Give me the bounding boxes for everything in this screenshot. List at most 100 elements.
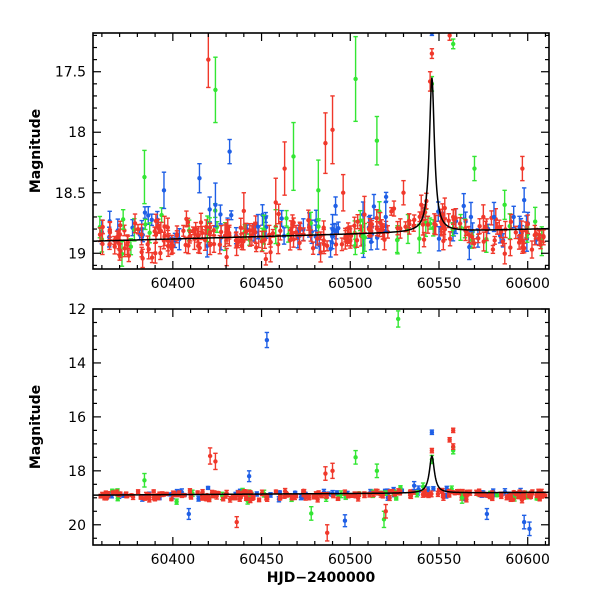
blue-observation <box>461 192 466 219</box>
blue-observation <box>411 480 417 491</box>
green-observation <box>374 115 380 166</box>
red-observation <box>234 515 239 529</box>
red-observation <box>248 497 253 504</box>
red-observation <box>502 242 507 265</box>
red-observation <box>188 231 193 242</box>
blue-observation <box>521 187 527 213</box>
green-observation <box>353 35 358 123</box>
red-observation <box>185 217 191 227</box>
red-observation <box>489 210 494 226</box>
red-observation <box>100 232 105 256</box>
red-observation <box>277 496 283 501</box>
red-observation <box>241 192 247 230</box>
x-tick-label: 60600 <box>505 276 550 292</box>
red-observation <box>270 228 276 238</box>
red-observation <box>450 427 456 434</box>
red-observation <box>420 490 426 498</box>
red-observation <box>330 462 335 480</box>
red-observation <box>276 203 281 225</box>
red-observation <box>162 215 167 238</box>
red-observation <box>291 231 296 248</box>
red-observation <box>156 218 161 234</box>
blue-observation <box>197 163 202 194</box>
blue-observation <box>330 213 335 245</box>
y-tick-label: 18.5 <box>55 186 86 202</box>
green-observation <box>213 56 218 124</box>
top-panel-frame <box>92 32 550 270</box>
red-observation <box>428 491 433 497</box>
green-observation <box>143 218 148 231</box>
red-observation <box>529 240 535 259</box>
red-observation <box>233 494 238 501</box>
red-observation <box>206 33 211 89</box>
blue-observation <box>527 521 532 537</box>
top-data-layer <box>93 33 549 269</box>
top-y-axis-title: Magnitude <box>28 109 44 193</box>
red-observation <box>401 179 406 206</box>
bottom-panel-frame <box>92 308 550 546</box>
red-observation <box>490 244 496 255</box>
red-observation <box>335 496 341 502</box>
red-observation <box>188 494 194 500</box>
y-tick-label: 20 <box>68 518 86 534</box>
y-tick-label: 14 <box>68 356 86 372</box>
red-observation <box>492 235 497 245</box>
red-observation <box>262 230 268 250</box>
red-observation <box>481 204 486 230</box>
blue-observation <box>142 206 148 219</box>
red-observation <box>243 496 249 502</box>
red-observation <box>383 503 388 519</box>
red-observation <box>169 497 174 502</box>
x-tick-label: 60450 <box>239 276 284 292</box>
red-observation <box>233 232 239 249</box>
red-observation <box>450 208 456 225</box>
red-observation <box>406 213 412 229</box>
green-observation <box>353 449 358 465</box>
blue-observation <box>511 205 516 229</box>
blue-observation <box>213 182 218 228</box>
red-observation <box>494 221 500 235</box>
red-observation <box>395 220 400 236</box>
red-observation <box>122 224 127 237</box>
red-observation <box>125 234 130 256</box>
red-observation <box>198 212 204 233</box>
green-observation <box>394 496 399 501</box>
green-observation <box>472 155 477 182</box>
green-observation <box>417 223 422 254</box>
red-observation <box>323 112 328 175</box>
red-observation <box>521 495 526 500</box>
blue-observation <box>227 138 232 165</box>
red-observation <box>112 235 117 246</box>
green-observation <box>395 310 401 328</box>
red-observation <box>323 466 328 481</box>
red-observation <box>224 247 229 267</box>
blue-observation <box>436 225 442 252</box>
blue-observation <box>468 201 474 233</box>
red-observation <box>429 447 435 454</box>
red-observation <box>193 221 198 236</box>
red-observation <box>174 225 180 244</box>
red-observation <box>139 223 144 246</box>
y-tick-label: 18 <box>68 464 86 480</box>
blue-observation <box>371 193 377 220</box>
red-observation <box>207 497 212 503</box>
red-observation <box>343 229 348 243</box>
red-observation <box>447 33 452 41</box>
y-tick-label: 17.5 <box>55 65 86 81</box>
x-tick-label: 60550 <box>417 276 462 292</box>
red-observation <box>290 495 295 500</box>
red-observation <box>181 224 186 237</box>
green-observation <box>159 207 164 224</box>
blue-observation <box>255 213 261 240</box>
red-observation <box>297 235 302 251</box>
blue-observation <box>431 485 436 492</box>
red-observation <box>412 214 417 226</box>
red-observation <box>149 251 155 264</box>
red-observation <box>297 222 303 235</box>
red-observation <box>273 489 279 494</box>
bottom-panel: 60400 60450 60500 60550 60600 12 14 16 18 20 Magn… <box>28 302 550 586</box>
x-tick-label: 60450 <box>239 552 284 568</box>
red-observation <box>187 488 193 494</box>
top-ticks: 60400 60450 60500 60550 60600 17.5 18 18.5 19 <box>55 33 550 292</box>
x-tick-label: 60500 <box>328 276 373 292</box>
